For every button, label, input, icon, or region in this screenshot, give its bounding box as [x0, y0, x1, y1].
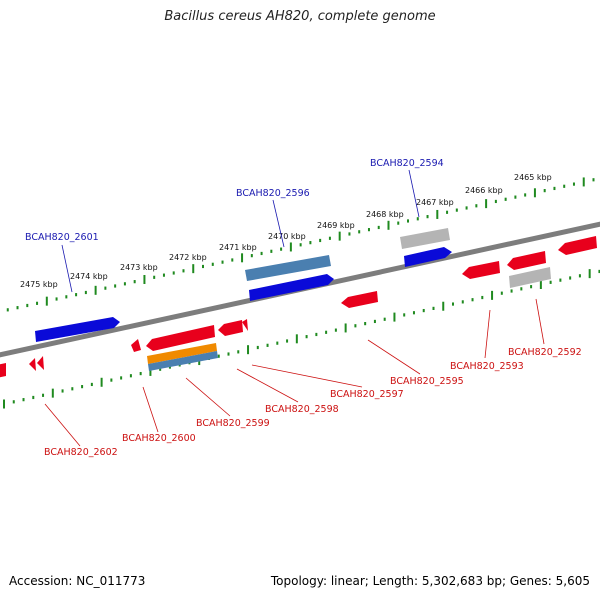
- tick-label-2470: 2470 kbp: [268, 232, 306, 241]
- leader-2593: [484, 309, 491, 359]
- gene-2600[interactable]: [146, 325, 215, 351]
- label-2602: BCAH820_2602: [44, 447, 118, 458]
- label-2593: BCAH820_2593: [450, 361, 524, 372]
- leader-2594: [408, 169, 420, 218]
- upper-strand-genes: [35, 228, 452, 342]
- tick-label-2467: 2467 kbp: [416, 198, 454, 207]
- gene-2596-region[interactable]: [245, 255, 331, 281]
- label-2592: BCAH820_2592: [508, 347, 582, 358]
- label-2596: BCAH820_2596: [236, 188, 310, 199]
- gene-small-2[interactable]: [29, 358, 36, 371]
- leader-2595: [367, 339, 421, 375]
- accession-text: Accession: NC_011773: [9, 574, 146, 588]
- gene-2595[interactable]: [341, 291, 378, 308]
- leader-lines: [44, 169, 545, 447]
- upper-dotted-line: [6, 177, 595, 312]
- tick-label-2469: 2469 kbp: [317, 221, 355, 230]
- label-2600: BCAH820_2600: [122, 433, 196, 444]
- tick-label-2468: 2468 kbp: [366, 210, 404, 219]
- leader-2602: [44, 403, 81, 447]
- label-2599: BCAH820_2599: [196, 418, 270, 429]
- upper-gene-labels: BCAH820_2594 BCAH820_2596 BCAH820_2601: [25, 158, 444, 243]
- gene-2601[interactable]: [35, 317, 120, 342]
- tick-label-2466: 2466 kbp: [465, 186, 503, 195]
- tick-label-2471: 2471 kbp: [219, 243, 257, 252]
- gene-small-3[interactable]: [37, 356, 44, 370]
- lower-gene-labels: BCAH820_2592 BCAH820_2593 BCAH820_2595 B…: [44, 347, 582, 458]
- genome-summary-text: Topology: linear; Length: 5,302,683 bp; …: [270, 574, 590, 588]
- scale-labels: 2465 kbp 2466 kbp 2467 kbp 2468 kbp 2469…: [20, 173, 552, 289]
- gene-2594[interactable]: [404, 247, 452, 267]
- gene-2598[interactable]: [218, 320, 243, 336]
- gene-2599[interactable]: [148, 351, 218, 371]
- page-title: Bacillus cereus AH820, complete genome: [164, 9, 436, 24]
- leader-2601: [61, 244, 73, 293]
- label-2601: BCAH820_2601: [25, 232, 99, 243]
- leader-2596: [272, 199, 285, 248]
- leader-2599: [185, 377, 231, 417]
- gene-small-4[interactable]: [131, 339, 141, 352]
- leader-2592: [535, 298, 545, 345]
- gene-2593[interactable]: [462, 261, 500, 279]
- gene-2592-region[interactable]: [509, 267, 551, 288]
- gene-2596[interactable]: [249, 274, 334, 301]
- gene-edge[interactable]: [558, 236, 597, 255]
- label-2597: BCAH820_2597: [330, 389, 404, 400]
- tick-label-2475: 2475 kbp: [20, 280, 58, 289]
- gene-2594-region[interactable]: [400, 228, 450, 249]
- gene-small-1[interactable]: [0, 363, 6, 378]
- label-2594: BCAH820_2594: [370, 158, 444, 169]
- gene-2598b[interactable]: [242, 319, 248, 331]
- tick-label-2472: 2472 kbp: [169, 253, 207, 262]
- label-2595: BCAH820_2595: [390, 376, 464, 387]
- gene-2592[interactable]: [507, 251, 546, 270]
- leader-2600: [142, 386, 159, 433]
- leader-2598: [236, 368, 299, 403]
- tick-label-2474: 2474 kbp: [70, 272, 108, 281]
- leader-2597: [251, 364, 363, 388]
- label-2598: BCAH820_2598: [265, 404, 339, 415]
- tick-label-2473: 2473 kbp: [120, 263, 158, 272]
- gene-2599-region[interactable]: [147, 343, 217, 364]
- tick-label-2465: 2465 kbp: [514, 173, 552, 182]
- lower-strand-genes: [0, 236, 597, 378]
